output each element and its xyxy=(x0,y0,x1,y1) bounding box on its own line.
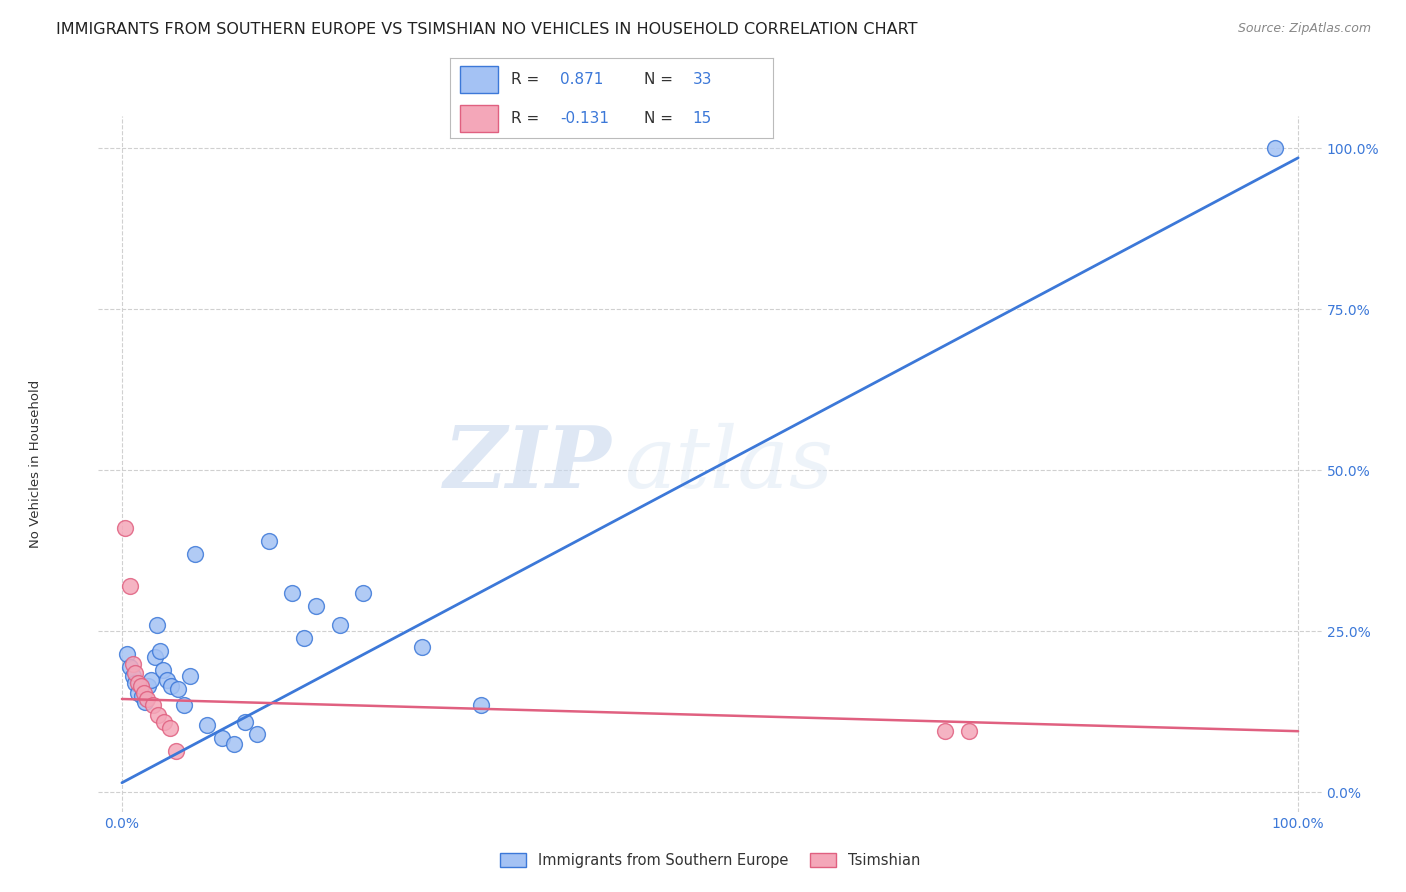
Point xyxy=(148,708,170,723)
Text: 33: 33 xyxy=(693,71,711,87)
Point xyxy=(127,676,149,690)
Point xyxy=(246,727,269,741)
Point xyxy=(957,724,980,739)
Point xyxy=(235,714,257,729)
Point xyxy=(211,731,233,745)
Point xyxy=(115,647,138,661)
Point xyxy=(120,660,142,674)
Point xyxy=(165,743,187,757)
Point xyxy=(134,695,156,709)
FancyBboxPatch shape xyxy=(460,66,499,93)
Point xyxy=(121,669,143,683)
Point xyxy=(470,698,492,713)
Legend: Immigrants from Southern Europe, Tsimshian: Immigrants from Southern Europe, Tsimshi… xyxy=(494,847,927,874)
Text: 15: 15 xyxy=(693,112,711,126)
Point xyxy=(934,724,956,739)
Point xyxy=(134,685,156,699)
Point xyxy=(149,643,172,657)
Point xyxy=(1264,141,1286,155)
Point xyxy=(129,679,152,693)
Point xyxy=(152,663,174,677)
Point xyxy=(281,585,304,599)
Point xyxy=(146,618,169,632)
Text: Source: ZipAtlas.com: Source: ZipAtlas.com xyxy=(1237,22,1371,36)
Text: 0.871: 0.871 xyxy=(560,71,603,87)
Point xyxy=(124,676,146,690)
Point xyxy=(143,650,166,665)
Text: IMMIGRANTS FROM SOUTHERN EUROPE VS TSIMSHIAN NO VEHICLES IN HOUSEHOLD CORRELATIO: IMMIGRANTS FROM SOUTHERN EUROPE VS TSIMS… xyxy=(56,22,918,37)
Point xyxy=(305,599,328,613)
Point xyxy=(141,673,163,687)
Text: -0.131: -0.131 xyxy=(560,112,609,126)
Point xyxy=(292,631,315,645)
Point xyxy=(167,682,190,697)
Point xyxy=(160,679,183,693)
FancyBboxPatch shape xyxy=(460,105,499,132)
Text: N =: N = xyxy=(644,71,678,87)
Point xyxy=(411,640,433,655)
Point xyxy=(114,521,136,535)
Point xyxy=(222,737,245,751)
Point xyxy=(159,721,181,735)
Point xyxy=(131,689,153,703)
Point xyxy=(136,679,159,693)
Point xyxy=(195,717,218,731)
Point xyxy=(156,673,179,687)
Point xyxy=(127,685,149,699)
Point xyxy=(173,698,195,713)
Point xyxy=(121,657,143,671)
Point xyxy=(184,547,207,561)
Text: R =: R = xyxy=(512,71,544,87)
Point xyxy=(120,579,142,593)
Text: atlas: atlas xyxy=(624,423,834,505)
Point xyxy=(153,714,176,729)
Text: No Vehicles in Household: No Vehicles in Household xyxy=(28,380,42,548)
Text: ZIP: ZIP xyxy=(444,422,612,506)
Point xyxy=(328,618,350,632)
Text: R =: R = xyxy=(512,112,544,126)
Point xyxy=(141,698,163,713)
Point xyxy=(124,666,146,681)
Point xyxy=(135,692,157,706)
Point xyxy=(352,585,374,599)
Text: N =: N = xyxy=(644,112,678,126)
Point xyxy=(179,669,201,683)
Point xyxy=(257,534,280,549)
